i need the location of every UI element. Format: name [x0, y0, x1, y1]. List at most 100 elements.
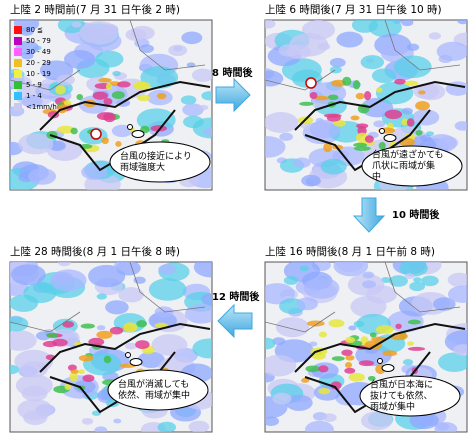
thought-bubble — [107, 369, 209, 411]
rain-core — [305, 365, 320, 373]
rain-cell — [301, 174, 321, 187]
legend-label: 20 - 29 — [26, 59, 51, 67]
rain-core — [135, 340, 150, 350]
rain-core — [384, 109, 403, 120]
rain-cell — [118, 287, 144, 303]
rain-cell — [388, 275, 408, 287]
rain-cell — [406, 43, 420, 51]
rain-cell — [366, 285, 397, 304]
legend-swatch — [14, 92, 22, 100]
rain-cell — [125, 342, 137, 350]
rain-cell — [95, 50, 124, 68]
radar-map — [264, 19, 468, 191]
rain-cell — [193, 262, 212, 278]
rain-cell — [371, 68, 397, 84]
arrow-left — [217, 303, 253, 339]
rain-cell — [199, 104, 209, 111]
rain-core — [318, 365, 329, 373]
rain-cell — [79, 21, 119, 45]
rain-cell — [296, 297, 319, 311]
legend-swatch — [14, 103, 22, 111]
rain-core — [345, 354, 355, 361]
rain-core — [318, 331, 328, 338]
rain — [10, 20, 212, 190]
panel-title: 上陸 28 時間後(8 月 1 日午後 8 時) — [10, 245, 180, 258]
rain-core — [353, 142, 368, 148]
rain-cell — [286, 44, 312, 59]
rain-cell — [436, 41, 467, 62]
rain-cell — [436, 422, 450, 431]
bubble-dot — [379, 128, 385, 134]
rain-cell — [402, 359, 414, 366]
rain-cell — [18, 133, 54, 155]
rain-core — [63, 100, 72, 107]
rain-cell — [336, 31, 363, 48]
rain-core — [344, 367, 356, 374]
rain-core — [328, 319, 345, 328]
rain-cell — [265, 136, 286, 158]
rain-core — [345, 336, 356, 344]
coast-thin — [265, 262, 461, 333]
rain-cell — [10, 316, 29, 332]
rain-core — [76, 94, 84, 101]
rain-core — [415, 100, 430, 111]
rain-cell — [285, 394, 313, 411]
rain-cell — [320, 158, 347, 175]
thought-bubble — [359, 375, 461, 417]
rain-cell — [96, 293, 108, 300]
rain-cell — [412, 109, 440, 126]
rain-cell — [265, 70, 284, 87]
rain-core — [333, 119, 347, 127]
legend-swatch — [14, 37, 22, 45]
rain-cell — [454, 121, 467, 131]
rain-cell — [399, 262, 428, 277]
legend-swatch — [14, 59, 22, 67]
radar-map — [9, 19, 213, 191]
bubble-text: 依然、雨域が集中 — [118, 389, 190, 401]
rain-core — [299, 101, 314, 106]
rain-cell — [105, 300, 129, 315]
rain-core — [103, 98, 113, 106]
rain-core — [407, 319, 421, 325]
rain-cell — [81, 417, 94, 425]
rain-core — [314, 95, 329, 101]
rain-core — [67, 364, 77, 371]
bubble-text: 中 — [372, 171, 381, 183]
rain-cell — [71, 21, 82, 28]
rain-core — [323, 113, 342, 118]
rain-cell — [303, 277, 340, 299]
rain-core — [115, 141, 122, 147]
rain-core — [342, 76, 352, 86]
rain-core — [367, 375, 376, 381]
panel-title: 上陸 16 時間後(8 月 1 日午前 8 時) — [265, 245, 435, 258]
rain-cell — [305, 420, 334, 432]
rain-cell — [421, 275, 439, 287]
rain-core — [96, 330, 113, 339]
rain-core — [80, 323, 95, 329]
arrow-label: 8 時間後 — [212, 66, 253, 79]
rain-cell — [457, 20, 467, 25]
rain-cell — [447, 285, 467, 303]
bubble-dot — [383, 134, 397, 142]
legend-label: 80 ≦ — [26, 26, 43, 34]
rain-cell — [368, 20, 402, 38]
panel-title: 上陸 2 時間前(7 月 31 日午後 2 時) — [10, 3, 180, 16]
rain-cell — [182, 103, 204, 117]
rain-core — [46, 332, 59, 338]
rain-core — [358, 360, 375, 367]
coast-thin — [265, 20, 461, 91]
rain-cell — [432, 297, 456, 311]
bubble-text: 台風が消滅しても — [118, 378, 189, 390]
rain-core — [376, 87, 383, 93]
rain-core — [407, 341, 415, 346]
rain-core — [418, 90, 426, 95]
rain-cell — [438, 352, 467, 372]
rain-cell — [57, 262, 71, 267]
panel-title: 上陸 6 時間後(7 月 31 日午後 10 時) — [265, 3, 442, 16]
rain-cell — [317, 42, 331, 51]
rain-cell — [362, 280, 376, 289]
bubble-dot — [377, 358, 383, 364]
rain-cell — [28, 168, 57, 185]
rain-cell — [417, 83, 446, 101]
rain-core — [341, 349, 353, 356]
